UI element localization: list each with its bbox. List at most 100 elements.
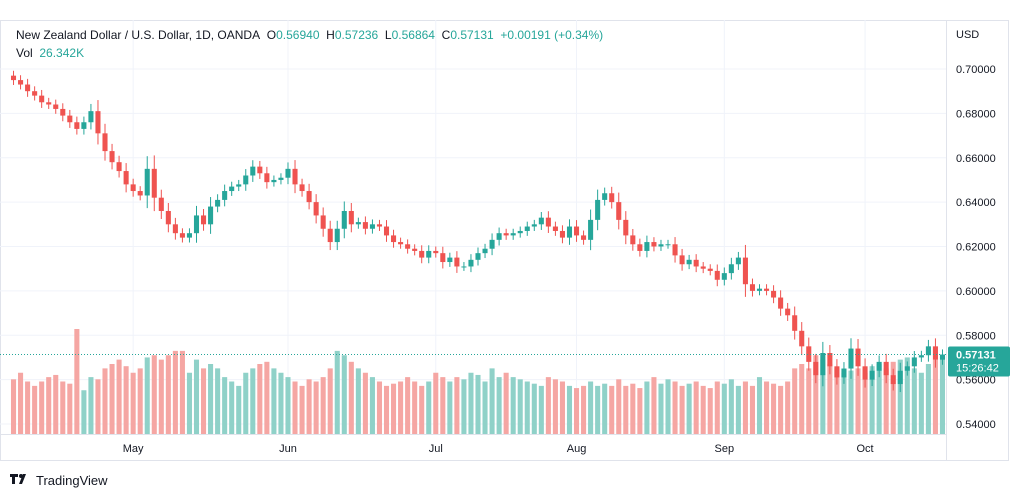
candle-body [151,168,157,198]
tradingview-logo[interactable]: TradingView [10,472,108,488]
candlesticks [10,70,946,393]
volume-bar [60,381,66,434]
candle-body [806,346,812,362]
candle-body [327,228,333,243]
volume-bar [890,361,896,434]
volume-bar [707,388,713,434]
volume-bar [658,383,664,434]
volume-bar [531,383,537,434]
candle-body [848,348,854,369]
volume-bar [67,383,73,434]
volume-bar [412,381,418,434]
candle-body [18,80,24,85]
candle-body [109,151,115,163]
volume-bar [46,377,52,434]
candle-body [461,266,467,268]
candle-body [369,224,375,229]
volume-bar [644,381,650,434]
candle-body [813,361,819,376]
candle-body [53,104,59,109]
candle-body [257,166,263,174]
low-value: 0.56864 [391,28,435,42]
volume-bar [327,368,333,434]
candle-body [890,375,896,385]
volume-bar [925,364,931,434]
volume-bar [81,390,87,434]
volume-bar [489,368,495,434]
candle-body [538,217,544,225]
close-label: C [441,28,451,42]
y-tick-label: 0.66000 [956,153,996,165]
volume-bar [932,359,938,434]
volume-bar [820,359,826,434]
close-value: 0.57131 [450,28,494,42]
volume-bar [897,359,903,434]
volume-bar [299,385,305,434]
volume-bar [461,379,467,434]
candle-body [454,257,460,267]
change-value: +0.00191 (+0.34%) [500,28,604,42]
candle-body [644,242,650,251]
volume-bar [369,377,375,434]
x-tick-label: Aug [567,443,587,455]
volume-bar [792,368,798,434]
candle-body [313,202,319,216]
candle-body [707,268,713,271]
candle-body [869,370,875,380]
volume-bar [552,379,558,434]
volume-bar [208,364,214,434]
y-tick-label: 0.56000 [956,375,996,387]
volume-bar [785,381,791,434]
candle-body [932,346,938,360]
volume-bar [799,364,805,434]
candle-body [552,226,558,231]
candle-body [60,108,66,116]
price-badge-countdown: 15:26:42 [956,363,999,375]
volume-bar [32,385,38,434]
candle-body [496,233,502,240]
volume-bar [559,381,565,434]
candle-body [616,202,622,220]
volume-bar [243,372,249,434]
candle-body [778,297,784,309]
candle-body [222,191,228,200]
candle-body [10,75,17,81]
candle-body [264,173,270,183]
candle-body [74,122,80,129]
volume-bar [616,379,622,434]
open-label: O [266,28,277,42]
volume-bar [440,377,446,434]
candle-body [341,211,347,229]
volume-bar [623,385,629,434]
volume-bar [88,377,94,434]
candle-body [201,215,207,225]
volume-bar [102,368,108,434]
low-label: L [384,28,392,42]
volume-bar [672,381,678,434]
legend-header[interactable]: New Zealand Dollar / U.S. Dollar, 1D, OA… [16,28,603,42]
volume-bar [728,379,734,434]
volume-bar [165,355,171,434]
candle-body [355,222,361,225]
volume-bar [721,383,727,434]
candle-body [165,211,171,225]
candle-body [433,250,439,254]
volume-bar [602,383,608,434]
volume-bar [855,368,861,434]
candle-body [728,264,734,274]
y-tick-label: 0.60000 [956,286,996,298]
volume-bar [566,385,573,434]
volume-bar [869,366,875,434]
volume-bar [503,372,509,434]
candle-body [46,102,52,105]
volume-bar [588,381,594,434]
volume-bar [130,372,136,434]
volume-bar [53,374,59,434]
candle-body [651,242,657,247]
candle-body [785,308,791,316]
volume-legend[interactable]: Vol 26.342K [16,46,84,60]
candle-body [911,357,917,367]
candle-body [95,111,101,134]
